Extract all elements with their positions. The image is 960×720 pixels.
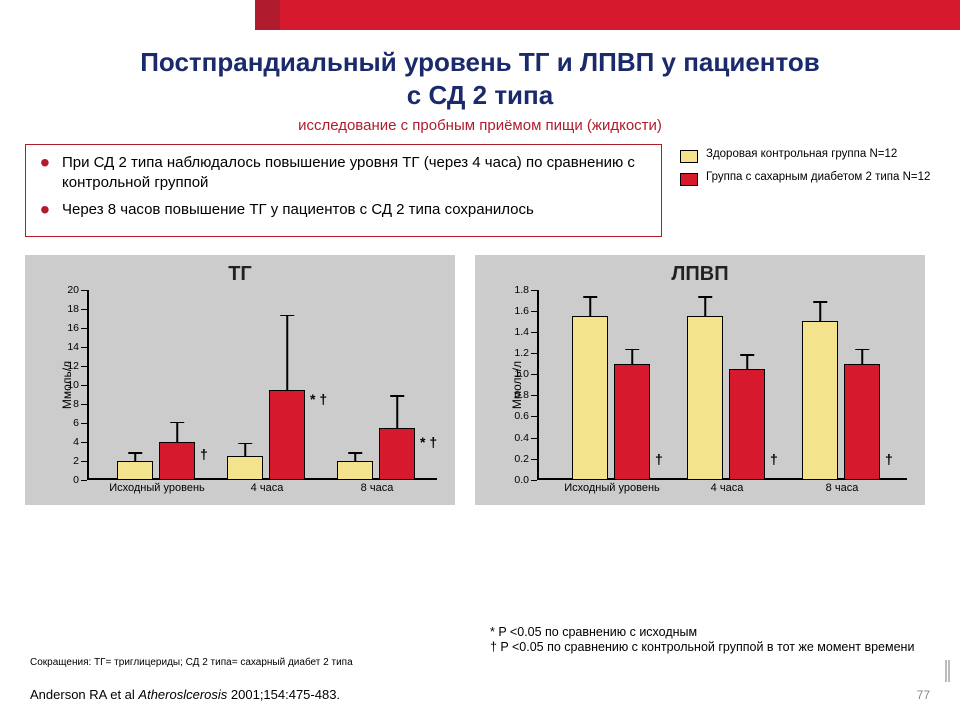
legend-item: Здоровая контрольная группа N=12 (680, 148, 935, 163)
y-tick-label: 0.0 (507, 474, 529, 486)
x-category-label: Исходный уровень (107, 482, 207, 494)
y-tick-label: 12 (57, 360, 79, 372)
bar-diabetes: * † (269, 390, 305, 480)
significance-mark: † (655, 451, 663, 467)
citation-text: Anderson RA et al (30, 687, 138, 702)
footnotes: * P <0.05 по сравнению с исходным † P <0… (490, 625, 930, 656)
legend: Здоровая контрольная группа N=12 Группа … (680, 144, 935, 194)
y-tick-label: 16 (57, 322, 79, 334)
title-line1: Постпрандиальный уровень ТГ и ЛПВП у пац… (140, 47, 820, 77)
footnote-line: † P <0.05 по сравнению с контрольной гру… (490, 640, 930, 656)
bar-control (337, 461, 373, 480)
y-tick-label: 0.4 (507, 432, 529, 444)
legend-swatch-control (680, 150, 698, 163)
significance-mark: † (885, 451, 893, 467)
x-category-label: 4 часа (677, 482, 777, 494)
legend-swatch-diabetes (680, 173, 698, 186)
y-tick-label: 0.8 (507, 389, 529, 401)
y-tick-label: 8 (57, 398, 79, 410)
corner-mark-icon (945, 660, 950, 682)
bullet-item: При СД 2 типа наблюдалось повышение уров… (40, 153, 647, 194)
significance-mark: * † (310, 391, 327, 407)
y-tick-label: 0.2 (507, 453, 529, 465)
bar-group: † (117, 442, 195, 480)
x-category-label: 4 часа (217, 482, 317, 494)
y-tick-label: 1.4 (507, 326, 529, 338)
citation-journal: Atheroslcerosis (138, 687, 227, 702)
y-tick-label: 6 (57, 417, 79, 429)
y-tick-label: 1.0 (507, 368, 529, 380)
chart-tg: ТГ Ммоль/л 02468101214161820†Исходный ур… (25, 255, 455, 505)
y-tick-label: 0.6 (507, 410, 529, 422)
y-tick-label: 4 (57, 436, 79, 448)
bar-control (572, 316, 608, 480)
bar-group: * † (337, 428, 415, 480)
legend-label: Группа с сахарным диабетом 2 типа N=12 (706, 171, 930, 185)
chart-hdl: ЛПВП Ммоль/л 0.00.20.40.60.81.01.21.41.6… (475, 255, 925, 505)
bar-group: † (572, 316, 650, 480)
bar-diabetes: * † (379, 428, 415, 480)
significance-mark: † (200, 446, 208, 462)
bar-group: † (687, 316, 765, 480)
bar-diabetes: † (844, 364, 880, 480)
citation: Anderson RA et al Atheroslcerosis 2001;1… (30, 687, 340, 702)
x-category-label: 8 часа (327, 482, 427, 494)
y-tick-label: 1.8 (507, 284, 529, 296)
chart-title: ТГ (35, 263, 445, 286)
legend-label: Здоровая контрольная группа N=12 (706, 148, 897, 162)
y-tick-label: 2 (57, 455, 79, 467)
bar-group: * † (227, 390, 305, 480)
bar-diabetes: † (159, 442, 195, 480)
significance-mark: † (770, 451, 778, 467)
bullet-box: При СД 2 типа наблюдалось повышение уров… (25, 144, 662, 237)
y-tick-label: 20 (57, 284, 79, 296)
bar-control (117, 461, 153, 480)
bar-diabetes: † (729, 369, 765, 480)
y-tick-label: 14 (57, 341, 79, 353)
top-color-bar (0, 0, 960, 30)
chart-plot-area: Ммоль/л 0.00.20.40.60.81.01.21.41.61.8†И… (537, 290, 907, 480)
bar-control (227, 456, 263, 480)
y-tick-label: 0 (57, 474, 79, 486)
slide-title: Постпрандиальный уровень ТГ и ЛПВП у пац… (25, 46, 935, 111)
x-category-label: 8 часа (792, 482, 892, 494)
abbreviations: Сокращения: ТГ= триглицериды; СД 2 типа=… (30, 657, 353, 668)
y-tick-label: 18 (57, 303, 79, 315)
slide-subtitle: исследование с пробным приёмом пищи (жид… (25, 117, 935, 134)
bar-group: † (802, 321, 880, 479)
bar-control (687, 316, 723, 480)
y-tick-label: 10 (57, 379, 79, 391)
bullet-item: Через 8 часов повышение ТГ у пациентов с… (40, 200, 647, 220)
footnote-line: * P <0.05 по сравнению с исходным (490, 625, 930, 641)
bar-control (802, 321, 838, 479)
y-tick-label: 1.6 (507, 305, 529, 317)
legend-item: Группа с сахарным диабетом 2 типа N=12 (680, 171, 935, 186)
x-category-label: Исходный уровень (562, 482, 662, 494)
citation-text: 2001;154:475-483. (227, 687, 340, 702)
significance-mark: * † (420, 434, 437, 450)
chart-plot-area: Ммоль/л 02468101214161820†Исходный урове… (87, 290, 437, 480)
y-tick-label: 1.2 (507, 347, 529, 359)
bar-diabetes: † (614, 364, 650, 480)
title-line2: с СД 2 типа (407, 80, 553, 110)
page-number: 77 (917, 688, 930, 702)
chart-title: ЛПВП (485, 263, 915, 286)
